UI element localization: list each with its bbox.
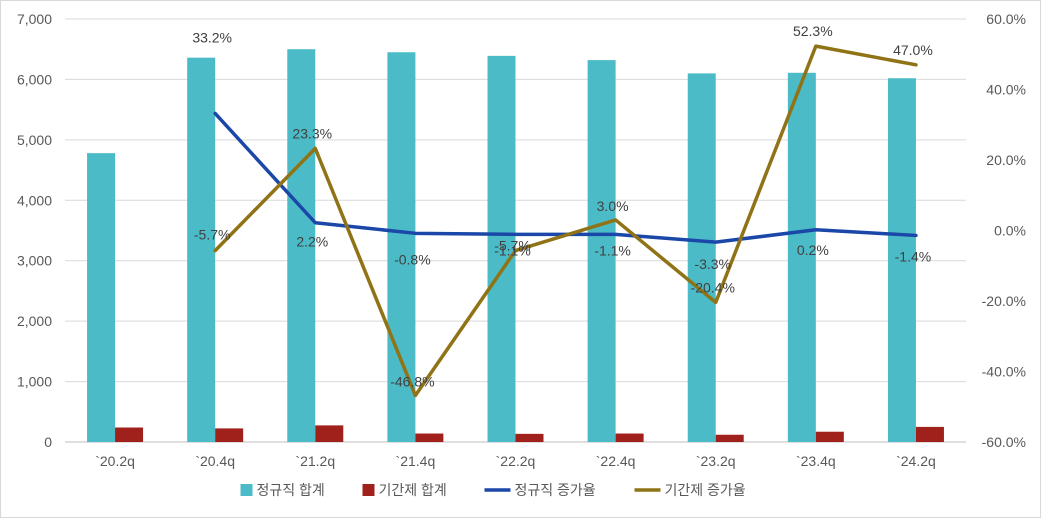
y-left-tick-label: 2,000 — [17, 313, 52, 329]
data-label: -5.7% — [194, 227, 231, 243]
y-right-tick-label: 40.0% — [986, 82, 1026, 98]
y-right-tick-label: -40.0% — [982, 364, 1026, 380]
bar — [387, 52, 416, 442]
legend: 정규직 합계 기간제 합계 정규직 증가율 기간제 증가율 — [240, 482, 746, 498]
bar — [287, 49, 316, 442]
bar — [315, 425, 344, 442]
data-label: -0.8% — [394, 251, 431, 267]
data-label: -5.7% — [494, 238, 531, 254]
data-label: -20.4% — [691, 279, 735, 295]
bar — [487, 55, 516, 443]
data-label: -3.3% — [694, 256, 731, 272]
bar — [615, 433, 644, 442]
data-label: 33.2% — [192, 29, 232, 45]
bar — [715, 434, 744, 442]
bar — [915, 426, 944, 442]
legend-label: 정규직 증가율 — [515, 482, 596, 498]
y-left-tick-label: 7,000 — [17, 11, 52, 27]
y-right-tick-label: -20.0% — [982, 293, 1026, 309]
legend-label: 기간제 증가율 — [665, 482, 746, 498]
y-left-tick-label: 4,000 — [17, 192, 52, 208]
x-tick-label: `21.2q — [295, 453, 335, 469]
legend-label: 정규직 합계 — [257, 482, 325, 498]
bar — [687, 73, 716, 442]
x-tick-label: `22.2q — [496, 453, 536, 469]
x-tick-label: `20.4q — [195, 453, 235, 469]
bar — [787, 72, 816, 442]
x-tick-label: `22.4q — [596, 453, 636, 469]
bar — [515, 433, 544, 442]
legend-label: 기간제 합계 — [379, 482, 447, 498]
x-tick-label: `20.2q — [95, 453, 135, 469]
data-label: 2.2% — [296, 234, 328, 250]
data-label: 0.2% — [797, 242, 829, 258]
y-right-tick-label: 0.0% — [994, 223, 1026, 239]
x-tick-label: `23.2q — [696, 453, 736, 469]
bar — [115, 427, 144, 442]
y-left-tick-label: 1,000 — [17, 374, 52, 390]
y-right-tick-label: 20.0% — [986, 152, 1026, 168]
y-right-tick-label: 60.0% — [986, 11, 1026, 27]
y-left-tick-label: 3,000 — [17, 253, 52, 269]
bar — [887, 78, 916, 442]
data-label: -1.1% — [494, 242, 531, 258]
data-label: -1.1% — [594, 242, 631, 258]
bar — [187, 57, 216, 442]
axes: 0 1,000 2,000 3,000 4,000 5,000 6,000 7,000 -60.… — [17, 11, 1026, 469]
x-tick-label: `23.4q — [796, 453, 836, 469]
x-tick-label: `24.2q — [896, 453, 936, 469]
bar — [215, 428, 244, 442]
data-label: 52.3% — [793, 23, 833, 39]
data-label: 47.0% — [893, 42, 933, 58]
bar — [87, 153, 116, 442]
y-left-tick-label: 0 — [44, 434, 52, 450]
bar — [415, 433, 444, 442]
x-tick-label: `21.4q — [396, 453, 436, 469]
data-labels: 33.2% 2.2% -0.8% -1.1% -1.1% -3.3% 0.2% -1.4% -5… — [192, 23, 932, 389]
data-label: 3.0% — [597, 198, 629, 214]
bars — [87, 49, 944, 443]
bar — [587, 60, 616, 442]
data-label: 23.3% — [292, 125, 332, 141]
y-left-tick-label: 6,000 — [17, 71, 52, 87]
legend-swatch — [240, 484, 253, 496]
series-line — [213, 44, 918, 398]
legend-swatch — [362, 484, 375, 496]
y-left-tick-label: 5,000 — [17, 132, 52, 148]
series-lines — [213, 44, 918, 398]
bar — [815, 431, 844, 442]
y-right-tick-label: -60.0% — [982, 434, 1026, 450]
data-label: -1.4% — [895, 248, 932, 264]
data-label: -46.8% — [390, 373, 434, 389]
